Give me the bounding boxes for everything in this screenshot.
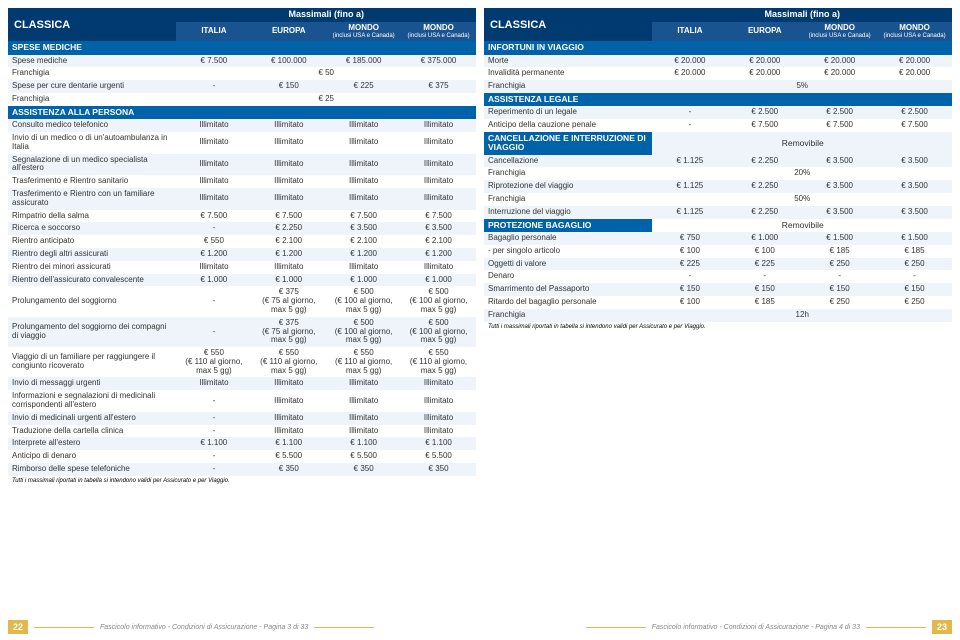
footer-left: 22 Fascicolo informativo - Condizioni di… (8, 620, 374, 634)
page-number-right: 23 (932, 620, 952, 634)
page-number-left: 22 (8, 620, 28, 634)
coverage-table: CLASSICA Massimali (fino a) ITALIAEUROPA… (484, 8, 952, 322)
footer-right: Fascicolo informativo - Condizioni di As… (586, 620, 952, 634)
coverage-table: CLASSICA Massimali (fino a) ITALIAEUROPA… (8, 8, 476, 476)
table-footnote: Tutti i massimali riportati in tabella s… (484, 324, 952, 330)
table-footnote: Tutti i massimali riportati in tabella s… (8, 478, 476, 484)
